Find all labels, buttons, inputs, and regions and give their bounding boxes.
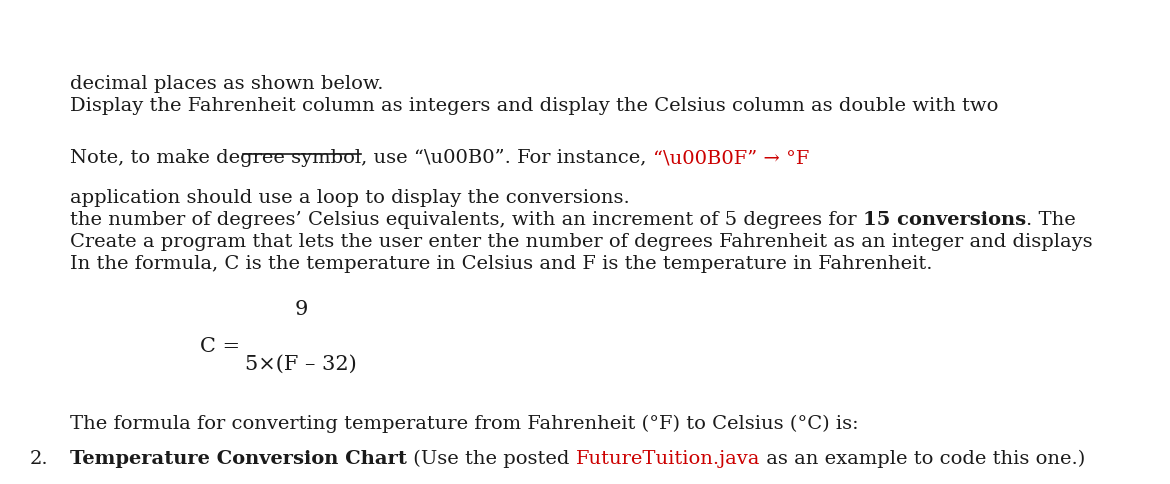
Text: as an example to code this one.): as an example to code this one.) (759, 449, 1085, 467)
Text: Temperature Conversion Chart: Temperature Conversion Chart (70, 449, 407, 467)
Text: Display the Fahrenheit column as integers and display the Celsius column as doub: Display the Fahrenheit column as integer… (70, 96, 998, 114)
Text: 15 conversions: 15 conversions (863, 211, 1026, 228)
Text: 2.: 2. (30, 449, 49, 467)
Text: C =: C = (200, 336, 240, 355)
Text: the number of degrees’ Celsius equivalents, with an increment of 5 degrees for: the number of degrees’ Celsius equivalen… (70, 211, 863, 228)
Text: In the formula, C is the temperature in Celsius and F is the temperature in Fahr: In the formula, C is the temperature in … (70, 255, 932, 272)
Text: application should use a loop to display the conversions.: application should use a loop to display… (70, 189, 629, 207)
Text: Note, to make degree symbol, use “\u00B0”. For instance,: Note, to make degree symbol, use “\u00B0… (70, 149, 653, 167)
Text: . The: . The (1026, 211, 1075, 228)
Text: “\u00B0F” → °F: “\u00B0F” → °F (653, 149, 808, 167)
Text: 9: 9 (295, 300, 308, 318)
Text: decimal places as shown below.: decimal places as shown below. (70, 75, 384, 92)
Text: The formula for converting temperature from Fahrenheit (°F) to Celsius (°C) is:: The formula for converting temperature f… (70, 414, 859, 432)
Text: FutureTuition.java: FutureTuition.java (576, 449, 759, 467)
Text: (Use the posted: (Use the posted (407, 449, 576, 467)
Text: Create a program that lets the user enter the number of degrees Fahrenheit as an: Create a program that lets the user ente… (70, 232, 1093, 251)
Text: 5×(F – 32): 5×(F – 32) (246, 354, 357, 373)
